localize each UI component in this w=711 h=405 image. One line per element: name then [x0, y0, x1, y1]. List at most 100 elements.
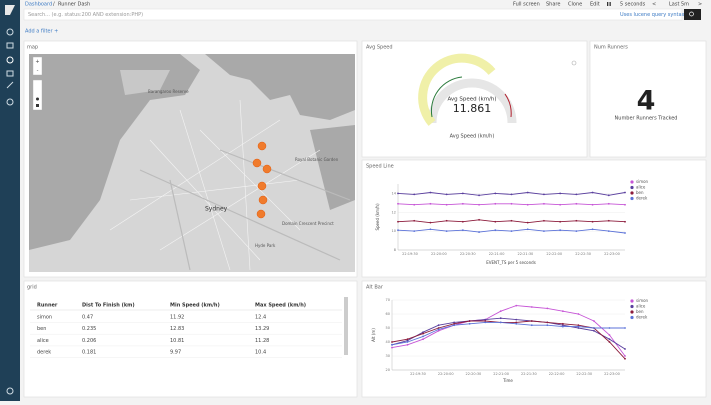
- legend-label[interactable]: ben: [636, 309, 644, 314]
- runner-marker[interactable]: [252, 158, 262, 168]
- y-tick-label: 40: [386, 340, 390, 344]
- nav-devtools[interactable]: [6, 81, 14, 89]
- legend-label[interactable]: alice: [636, 185, 646, 190]
- cell: 11.28: [255, 338, 269, 344]
- add-filter[interactable]: Add a filter +: [25, 29, 58, 35]
- cell: 0.47: [82, 315, 93, 321]
- map-water: [29, 54, 355, 250]
- nav-dashboard[interactable]: [6, 56, 14, 64]
- legend-toggle[interactable]: [571, 60, 577, 66]
- action[interactable]: Full screen: [513, 2, 540, 8]
- series-point: [607, 194, 610, 197]
- series-point: [515, 304, 518, 307]
- search-button[interactable]: [684, 9, 701, 20]
- search-input[interactable]: [23, 8, 683, 21]
- series-point: [397, 202, 399, 205]
- column-header[interactable]: Max Speed (km/h): [255, 303, 306, 309]
- legend-swatch[interactable]: [630, 304, 634, 309]
- series-point: [510, 202, 513, 205]
- nav-collapse[interactable]: [6, 387, 14, 395]
- action[interactable]: Edit: [590, 2, 600, 8]
- series-point: [494, 202, 497, 205]
- scrollbar[interactable]: [344, 297, 348, 355]
- column-header[interactable]: Runner: [37, 303, 58, 309]
- legend-label[interactable]: derek: [636, 315, 648, 320]
- series-point: [624, 357, 626, 360]
- series-line: [391, 317, 626, 350]
- legend-swatch[interactable]: [630, 196, 634, 201]
- legend-label[interactable]: simon: [636, 298, 649, 303]
- nav-discover[interactable]: [6, 28, 14, 36]
- column-header[interactable]: Min Speed (km/h): [170, 303, 220, 309]
- legend-label[interactable]: derek: [636, 196, 648, 201]
- legend-swatch[interactable]: [630, 191, 634, 195]
- series-point: [429, 228, 432, 231]
- syntax-link[interactable]: Uses lucene query syntax: [620, 12, 685, 18]
- series-point: [478, 194, 480, 197]
- legend-label[interactable]: simon: [636, 179, 649, 184]
- time-prev[interactable]: <: [652, 2, 656, 8]
- pause-icon[interactable]: [607, 2, 609, 6]
- runner-marker[interactable]: [258, 195, 268, 205]
- series-point: [461, 192, 464, 195]
- breadcrumb-root[interactable]: Dashboard: [25, 2, 52, 8]
- series-point: [484, 321, 487, 324]
- zoom-out[interactable]: -: [37, 68, 39, 74]
- series-point: [391, 343, 393, 346]
- gauge-high-band: [504, 93, 512, 118]
- legend-swatch[interactable]: [630, 185, 634, 190]
- panel-title: Num Runners: [594, 45, 628, 51]
- x-tick-label: 22:20:00: [438, 372, 454, 376]
- x-tick-label: 22:21:00: [489, 252, 505, 256]
- series-point: [515, 318, 518, 321]
- series-point: [397, 229, 399, 232]
- series-point: [608, 341, 611, 343]
- x-tick-label: 22:22:30: [575, 252, 591, 256]
- series-point: [559, 229, 562, 232]
- series-point: [577, 324, 580, 327]
- zoom-in[interactable]: +: [35, 59, 39, 65]
- series-point: [499, 321, 502, 324]
- column-header[interactable]: Dist To Finish (km): [82, 303, 135, 309]
- legend-label[interactable]: alice: [636, 304, 646, 309]
- cell: 12.4: [255, 315, 266, 321]
- cell: ben: [37, 326, 46, 332]
- series-point: [624, 348, 626, 350]
- x-tick-label: 22:19:30: [410, 372, 426, 376]
- legend-swatch[interactable]: [630, 315, 634, 320]
- runner-marker[interactable]: [262, 164, 272, 174]
- action[interactable]: Share: [546, 2, 560, 8]
- nav-timelion[interactable]: [6, 70, 14, 77]
- nav-management[interactable]: [6, 98, 14, 106]
- metric-value: 4: [637, 86, 656, 117]
- series-point: [406, 339, 409, 342]
- series-point: [577, 313, 580, 315]
- time-next[interactable]: >: [698, 2, 702, 8]
- legend-label[interactable]: ben: [636, 190, 644, 195]
- runner-marker[interactable]: [257, 141, 267, 151]
- series-point: [526, 228, 529, 231]
- runner-marker[interactable]: [256, 209, 266, 219]
- map-label: Sydney: [205, 206, 228, 213]
- zoom-control[interactable]: [32, 56, 43, 76]
- legend-swatch[interactable]: [630, 310, 634, 314]
- logo[interactable]: [5, 5, 15, 15]
- series-point: [607, 202, 610, 205]
- legend-swatch[interactable]: [630, 180, 634, 184]
- legend-swatch[interactable]: [630, 299, 634, 303]
- series-point: [546, 324, 549, 327]
- draw-control[interactable]: [32, 79, 43, 111]
- series-point: [608, 338, 611, 341]
- series-point: [494, 229, 497, 232]
- action[interactable]: Clone: [568, 2, 582, 8]
- series-point: [406, 338, 409, 341]
- refresh-interval[interactable]: 5 seconds: [620, 2, 646, 8]
- series-point: [391, 346, 393, 349]
- runner-marker[interactable]: [257, 181, 267, 191]
- time-range[interactable]: Last 5m: [669, 2, 689, 8]
- num-runners-panel: [589, 40, 707, 158]
- series-point: [478, 231, 480, 233]
- series-point: [453, 321, 456, 324]
- nav-visualize[interactable]: [6, 42, 14, 49]
- series-point: [543, 230, 545, 233]
